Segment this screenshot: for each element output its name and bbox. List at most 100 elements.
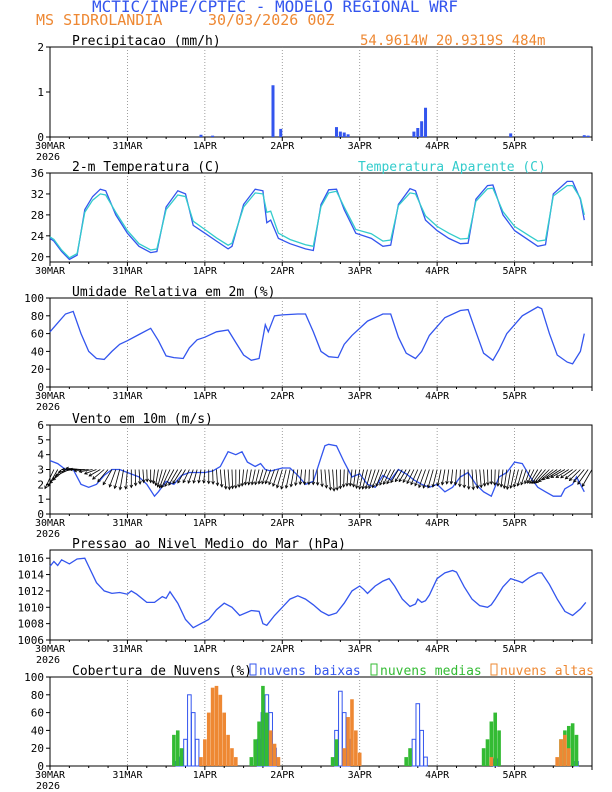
wind-arrow [272,469,279,487]
wind-arrow-head [73,468,78,473]
cloud-bar [272,743,277,766]
temp-series-line [49,184,585,259]
cloud-bar [268,730,273,766]
wind-arrow-head [358,486,362,490]
temp-series-line [49,180,585,261]
rh-title: Umidade Relativa em 2m (%) [72,285,276,300]
cloud-bar [570,723,575,766]
wind-arrow [119,469,124,490]
wind-arrow [241,469,244,486]
wind-arrow [467,469,470,490]
wind-arrow [422,469,430,489]
wind-arrow-head [97,478,101,483]
wind-arrow [219,469,223,487]
cloud-bar [338,690,343,767]
wind-arrow-head [154,482,158,487]
wind-arrow-head [219,484,224,488]
cloud-bar [226,734,230,766]
wind-arrow [346,469,349,486]
wind-arrow [258,469,264,485]
wind-arrow [142,469,145,483]
rh-year-label: 2026 [36,402,60,413]
clouds-title: Cobertura de Nuvens (%) [72,664,252,679]
wind-arrow-head [129,484,134,489]
mslp-x-tick-label: 1APR [193,644,218,655]
wind-x-tick-label: 4APR [425,518,450,529]
temp-title: 2-m Temperatura (C) [72,160,221,175]
wind-arrow [375,469,384,487]
wind-arrow-head [482,483,487,487]
wind-arrow-head [268,481,272,486]
temp-legend: Temperatura Aparente (C) [358,160,546,175]
wind-arrow [446,469,450,484]
wind-arrow [336,469,338,491]
precip-bar [420,121,424,137]
wind-arrow-head [577,481,581,485]
wind-arrow-head [410,481,414,486]
mslp-y-tick-label: 1012 [18,585,45,598]
clouds-y-tick-label: 60 [31,707,44,720]
wind-arrow [418,469,426,488]
cloud-bar [357,752,362,766]
cloud-bar [253,739,257,766]
wind-arrow [441,469,446,485]
wind-arrow-head [402,479,406,484]
wind-arrow [359,469,364,490]
precip-x-tick-label: 5APR [503,141,528,152]
wind-arrow-head [289,483,294,488]
wind-arrow-head [471,486,475,491]
wind-arrow [244,469,248,485]
precip-bar [279,128,283,137]
wind-arrow-head [382,481,387,486]
wind-arrow-head [141,479,146,484]
wind-arrow [372,469,380,488]
cloud-legend-label: nuvens baixas [259,664,361,679]
wind-arrow-head [560,474,564,479]
wind-arrow-head [379,481,383,486]
wind-arrow-head [466,486,471,490]
wind-arrow [573,469,585,483]
cloud-bar [574,734,579,766]
wind-arrow [231,469,234,489]
wind-arrow [114,469,121,489]
cloud-bar [199,757,203,766]
wind-arrow-head [341,484,346,488]
wind-arrow [577,469,589,485]
wind-y-tick-label: 1 [37,493,44,506]
wind-arrow-head [261,480,265,485]
wind-arrow [177,469,186,484]
wind-arrow [324,469,327,488]
wind-x-tick-label: 1APR [193,518,218,529]
wind-arrow [410,469,419,485]
wind-arrow [343,469,345,488]
wind-arrow-head [298,481,303,486]
wind-arrow-head [398,478,402,483]
wind-arrow [531,469,542,484]
wind-title: Vento em 10m (m/s) [72,412,213,427]
precip-x-tick-label: 4APR [425,141,450,152]
wind-arrow [365,469,372,489]
cloud-bar [276,757,281,766]
cloud-bar [408,748,412,766]
wind-arrow-head [394,478,399,483]
wind-arrow-head [247,481,251,486]
wind-arrow-head [348,482,353,487]
wind-arrow [555,469,569,478]
wind-arrow-head [49,480,53,484]
wind-x-tick-label: 30MAR [35,518,66,529]
wind-arrow [182,469,190,483]
temp-y-tick-label: 24 [31,230,45,243]
wind-arrow-head [187,480,191,484]
rh-frame [49,297,593,388]
wind-arrow-head [512,483,517,488]
temp-frame [49,172,593,263]
wind-arrow-head [44,485,48,490]
wind-arrow [494,469,496,486]
wind-arrow [506,469,512,490]
mslp-x-tick-label: 2APR [270,644,295,655]
wind-arrow [475,469,478,489]
wind-arrow-head [138,481,142,485]
temp-x-tick-label: 31MAR [112,266,143,277]
rh-x-tick-label: 30MAR [35,391,66,402]
wind-arrow [394,469,403,482]
